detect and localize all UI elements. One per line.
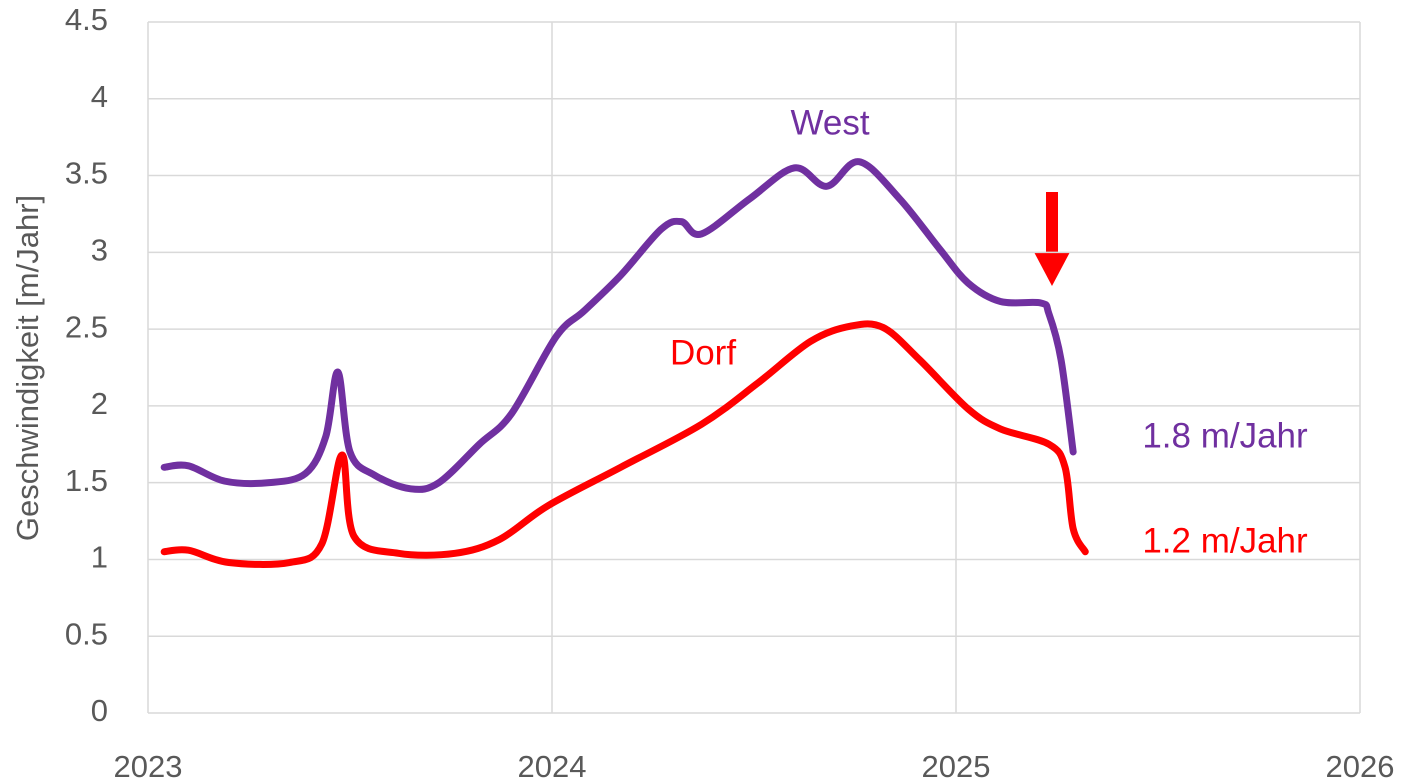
y-tick-label: 2: [91, 386, 108, 421]
x-tick-label: 2026: [1326, 749, 1395, 784]
annotation: 1.2 m/Jahr: [1142, 521, 1308, 560]
y-tick-label: 1.5: [65, 463, 108, 498]
y-axis-label: Geschwindigkeit [m/Jahr]: [10, 195, 45, 541]
y-tick-label: 4.5: [65, 2, 108, 37]
y-tick-label: 4: [91, 79, 108, 114]
y-tick-label: 2.5: [65, 309, 108, 344]
y-tick-label: 0.5: [65, 616, 108, 651]
y-tick-label: 0: [91, 693, 108, 728]
series-label: West: [790, 103, 869, 142]
y-tick-label: 3: [91, 233, 108, 268]
x-tick-label: 2023: [114, 749, 183, 784]
arrow: [1034, 192, 1070, 286]
x-tick-label: 2025: [922, 749, 991, 784]
annotation: 1.8 m/Jahr: [1142, 416, 1308, 455]
series-line: [160, 158, 1077, 493]
y-tick-label: 3.5: [65, 156, 108, 191]
x-tick-label: 2024: [518, 749, 587, 784]
series-label: Dorf: [670, 333, 736, 372]
series-line: [160, 320, 1089, 568]
y-tick-label: 1: [91, 540, 108, 575]
